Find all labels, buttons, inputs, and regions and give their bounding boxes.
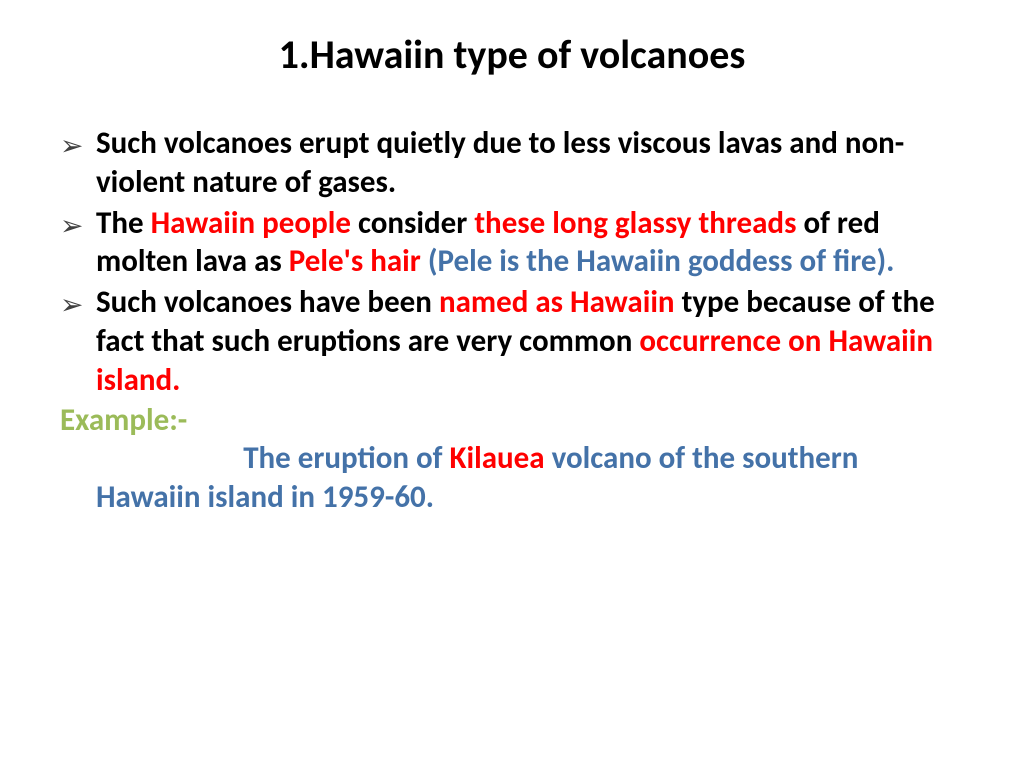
- bullet-text: The Hawaiin people consider these long g…: [96, 204, 964, 282]
- bullet-item: ➢The Hawaiin people consider these long …: [60, 204, 964, 282]
- text-span: Such volcanoes have been: [96, 283, 439, 321]
- text-span: The eruption of: [243, 439, 449, 477]
- text-span: Pele's hair: [289, 242, 428, 280]
- slide-content: ➢ Such volcanoes erupt quietly due to le…: [60, 124, 964, 517]
- example-label: Example:-: [60, 401, 964, 439]
- bullet-glyph-icon: ➢: [60, 124, 96, 164]
- bullet-text: Such volcanoes have been named as Hawaii…: [96, 283, 964, 399]
- bullet-item: ➢Such volcanoes have been named as Hawai…: [60, 283, 964, 399]
- text-span: named as Hawaiin: [439, 283, 682, 321]
- indent-spacer: [96, 439, 243, 477]
- bullet-glyph-icon: ➢: [60, 283, 96, 323]
- text-span: Such volcanoes erupt quietly due to less…: [96, 124, 904, 201]
- example-text: The eruption of Kilauea volcano of the s…: [60, 439, 964, 517]
- text-span: consider: [358, 204, 474, 242]
- text-span: The: [96, 204, 151, 242]
- text-span: Kilauea: [450, 439, 552, 477]
- bullet-glyph-icon: ➢: [60, 204, 96, 244]
- text-span: Hawaiin people: [151, 204, 358, 242]
- slide-title: 1.Hawaiin type of volcanoes: [60, 30, 964, 79]
- text-span: (Pele is the Hawaiin goddess of fire).: [428, 242, 895, 280]
- bullet-item: ➢ Such volcanoes erupt quietly due to le…: [60, 124, 964, 202]
- bullet-text: Such volcanoes erupt quietly due to less…: [96, 124, 964, 202]
- text-span: these long glassy threads: [474, 204, 803, 242]
